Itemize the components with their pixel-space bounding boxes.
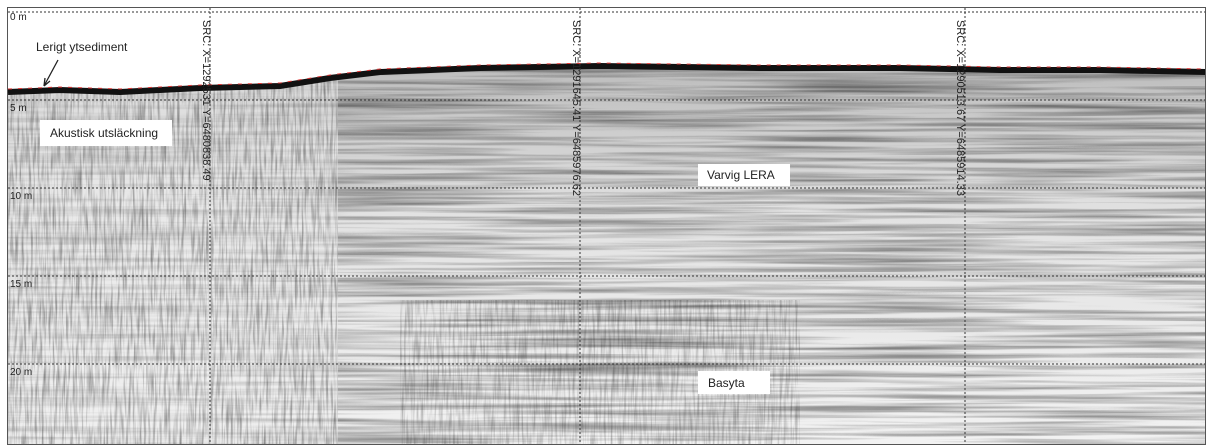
source-label: SRC: X=1291645.41 Y=6485976.62 bbox=[570, 20, 582, 196]
depth-label: 20 m bbox=[10, 367, 32, 378]
seismic-profile: 0 m 5 m 10 m 15 m 20 m SRC: X=1292531 Y=… bbox=[0, 0, 1206, 445]
depth-label: 0 m bbox=[10, 12, 27, 23]
depth-label: 10 m bbox=[10, 191, 32, 202]
annotation: Varvig LERA bbox=[707, 168, 775, 182]
annotation: Akustisk utsläckning bbox=[50, 126, 158, 140]
annotation: Lerigt ytsediment bbox=[36, 40, 128, 54]
source-label: SRC: X=1290513.67 Y=6485914.33 bbox=[954, 20, 966, 196]
reflection-data bbox=[8, 60, 1206, 445]
annotation: Basyta bbox=[708, 376, 745, 390]
source-label: SRC: X=1292531 Y=6480838.49 bbox=[200, 20, 212, 181]
depth-label: 15 m bbox=[10, 279, 32, 290]
depth-label: 5 m bbox=[10, 103, 27, 114]
